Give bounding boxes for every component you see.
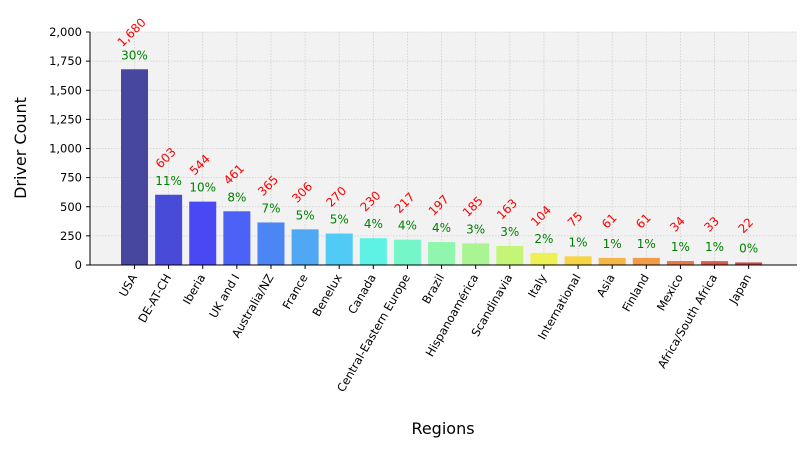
x-tick-label: Italy: [525, 271, 550, 300]
y-tick-label: 1,000: [49, 142, 82, 156]
y-tick-label: 750: [60, 171, 82, 185]
bar: [564, 256, 592, 265]
percent-label: 5%: [330, 213, 349, 227]
y-tick-label: 1,750: [49, 54, 82, 68]
percent-label: 11%: [155, 174, 182, 188]
x-tick-label: Japan: [726, 272, 755, 308]
bar: [666, 261, 694, 265]
bar: [359, 238, 387, 265]
percent-label: 1%: [637, 237, 656, 251]
x-tick-label: Canada: [345, 272, 379, 317]
percent-label: 1%: [569, 235, 588, 249]
bar: [530, 252, 558, 265]
x-tick-label: Mexico: [654, 272, 686, 314]
percent-label: 4%: [432, 221, 451, 235]
percent-label: 4%: [398, 219, 417, 233]
bar: [632, 257, 660, 265]
percent-label: 8%: [227, 190, 246, 204]
bar: [701, 261, 729, 265]
bars: [121, 69, 763, 265]
x-tick-label: Benelux: [309, 271, 345, 319]
x-tick-label: Central-Eastern Europe: [334, 271, 413, 394]
y-tick-label: 1,500: [49, 83, 82, 97]
x-tick-label: Asia: [594, 272, 618, 300]
percent-label: 3%: [466, 222, 485, 236]
bar: [325, 233, 353, 265]
y-ticks: 0 250 500 750 1,000 1,250 1,500 1,750 2,000: [49, 25, 90, 272]
percent-label: 1%: [671, 240, 690, 254]
percent-label: 1%: [603, 237, 622, 251]
y-tick-label: 0: [75, 258, 82, 272]
bar: [257, 222, 285, 265]
percent-label: 7%: [261, 201, 280, 215]
bar: [428, 242, 456, 265]
bar: [223, 211, 251, 265]
x-tick-label: USA: [116, 271, 140, 299]
percent-label: 3%: [500, 225, 519, 239]
x-tick-label: Brazil: [419, 272, 447, 307]
bar: [121, 69, 148, 265]
percent-label: 10%: [189, 181, 216, 195]
x-tick-label: Finland: [619, 272, 652, 315]
percent-label: 1%: [705, 240, 724, 254]
bar: [155, 194, 183, 265]
percent-label: 5%: [296, 208, 315, 222]
x-tick-label: DE-AT-CH: [135, 272, 174, 326]
bar: [735, 262, 763, 265]
x-tick-label: Iberia: [180, 272, 208, 307]
y-tick-label: 250: [60, 229, 82, 243]
y-axis-title: Driver Count: [11, 97, 30, 199]
percent-label: 0%: [739, 241, 758, 255]
x-tick-label: UK and I: [206, 272, 242, 321]
x-tick-label: France: [279, 272, 310, 312]
bar: [393, 239, 421, 265]
percent-label: 30%: [121, 48, 148, 62]
y-tick-label: 2,000: [49, 25, 82, 39]
percent-label: 2%: [534, 232, 553, 246]
bar: [189, 201, 217, 265]
percent-label: 4%: [364, 217, 383, 231]
x-axis-title: Regions: [411, 419, 474, 438]
y-tick-label: 500: [60, 200, 82, 214]
bar: [291, 229, 319, 265]
bar: [496, 246, 524, 265]
bar: [598, 257, 626, 265]
y-tick-label: 1,250: [49, 112, 82, 126]
bar: [462, 243, 490, 265]
